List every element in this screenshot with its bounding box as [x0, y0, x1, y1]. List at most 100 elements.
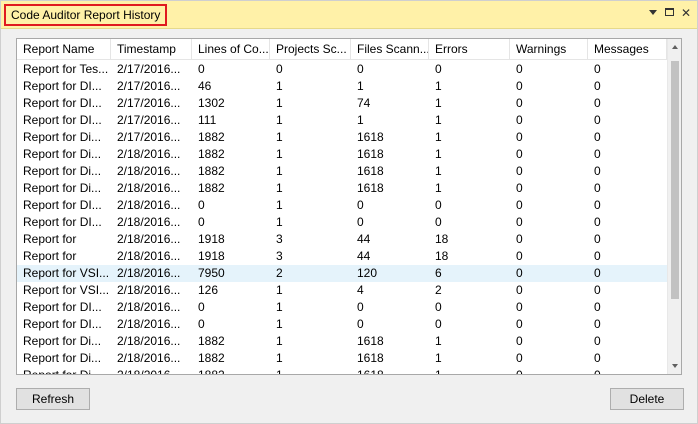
table-row[interactable]: Report for Tes... 2/17/2016... 0 0 0 0 0 0	[17, 61, 667, 78]
column-header[interactable]: Messages	[588, 39, 667, 60]
table-cell: 0	[594, 334, 601, 348]
table-cell: 18	[435, 232, 449, 246]
table-cell: 2/18/2016...	[117, 181, 181, 195]
table-cell: Report for DI...	[23, 300, 102, 314]
window-close-button[interactable]: ✕	[679, 6, 693, 20]
table-row[interactable]: Report for Di... 2/18/2016... 1882 1 1618 1 0 0	[17, 180, 667, 197]
table-cell: 1	[276, 351, 283, 365]
table-cell: Report for DI...	[23, 113, 102, 127]
table-row[interactable]: Report for DI... 2/17/2016... 46 1 1 1 0 0	[17, 78, 667, 95]
table-cell: 0	[516, 334, 523, 348]
scroll-down-button[interactable]	[668, 357, 681, 374]
table-cell: 1882	[198, 181, 225, 195]
table-row[interactable]: Report for Di... 2/18/2016... 1882 1 1618 1 0 0	[17, 367, 667, 375]
table-cell: 0	[516, 113, 523, 127]
table-row[interactable]: Report for Di... 2/18/2016... 1882 1 1618 1 0 0	[17, 350, 667, 367]
table-cell: 1	[276, 198, 283, 212]
window-maximize-button[interactable]	[662, 6, 676, 20]
table-cell: 1	[435, 147, 442, 161]
table-row[interactable]: Report for Di... 2/18/2016... 1882 1 1618 1 0 0	[17, 333, 667, 350]
table-cell: 1	[276, 79, 283, 93]
table-row[interactable]: Report for DI... 2/18/2016... 0 1 0 0 0 0	[17, 214, 667, 231]
table-cell: 1	[276, 130, 283, 144]
report-list[interactable]: Report Name Timestamp Lines of Co... Projec…	[16, 38, 682, 375]
table-cell: Report for Di...	[23, 334, 102, 348]
table-cell: 2/18/2016...	[117, 334, 181, 348]
table-cell: 2/17/2016...	[117, 96, 181, 110]
table-row[interactable]: Report for 2/18/2016... 1918 3 44 18 0 0	[17, 248, 667, 265]
table-row[interactable]: Report for DI... 2/17/2016... 1302 1 74 1 0 0	[17, 95, 667, 112]
refresh-button[interactable]: Refresh	[16, 388, 90, 410]
column-header[interactable]: Timestamp	[111, 39, 192, 60]
table-row[interactable]: Report for DI... 2/18/2016... 0 1 0 0 0 0	[17, 299, 667, 316]
table-cell: 0	[516, 198, 523, 212]
table-row[interactable]: Report for Di... 2/18/2016... 1882 1 1618 1 0 0	[17, 146, 667, 163]
table-cell: 0	[516, 232, 523, 246]
table-row[interactable]: Report for VSI... 2/18/2016... 126 1 4 2 0 0	[17, 282, 667, 299]
table-row[interactable]: Report for DI... 2/17/2016... 111 1 1 1 0 0	[17, 112, 667, 129]
maximize-icon	[664, 8, 674, 17]
triangle-down-icon	[649, 9, 657, 15]
table-cell: 1	[276, 334, 283, 348]
table-cell: 0	[594, 113, 601, 127]
delete-button[interactable]: Delete	[610, 388, 684, 410]
table-cell: 0	[198, 300, 205, 314]
table-row[interactable]: Report for Di... 2/18/2016... 1882 1 1618 1 0 0	[17, 163, 667, 180]
table-cell: 2/18/2016...	[117, 300, 181, 314]
table-cell: 1	[435, 351, 442, 365]
table-cell: 3	[276, 232, 283, 246]
table-cell: 1918	[198, 249, 225, 263]
table-cell: 0	[435, 300, 442, 314]
table-cell: 46	[198, 79, 212, 93]
table-cell: 1	[357, 113, 364, 127]
table-row[interactable]: Report for DI... 2/18/2016... 0 1 0 0 0 0	[17, 316, 667, 333]
table-cell: 2/18/2016...	[117, 351, 181, 365]
table-cell: 2/18/2016...	[117, 164, 181, 178]
table-cell: 1882	[198, 164, 225, 178]
table-cell: 1	[276, 96, 283, 110]
table-cell: Report for VSI...	[23, 283, 110, 297]
table-row[interactable]: Report for 2/18/2016... 1918 3 44 18 0 0	[17, 231, 667, 248]
table-cell: 2/18/2016...	[117, 283, 181, 297]
table-cell: 0	[357, 62, 364, 76]
table-cell: 0	[516, 300, 523, 314]
table-cell: 2/18/2016...	[117, 266, 181, 280]
table-cell: 3	[276, 249, 283, 263]
table-cell: 1	[276, 283, 283, 297]
table-row[interactable]: Report for DI... 2/18/2016... 0 1 0 0 0 0	[17, 197, 667, 214]
table-cell: 1	[276, 368, 283, 375]
table-cell: 1918	[198, 232, 225, 246]
scroll-up-button[interactable]	[668, 39, 681, 56]
table-cell: 111	[198, 113, 217, 127]
vertical-scrollbar[interactable]	[667, 39, 681, 374]
column-header[interactable]: Report Name	[17, 39, 111, 60]
table-row[interactable]: Report for VSI... 2/18/2016... 7950 2 120 6 0 0	[17, 265, 667, 282]
column-header[interactable]: Files Scann...	[351, 39, 429, 60]
window-dropdown-button[interactable]	[646, 6, 660, 20]
column-header[interactable]: Lines of Co...	[192, 39, 270, 60]
table-cell: 0	[594, 130, 601, 144]
table-cell: Report for Di...	[23, 368, 102, 375]
table-cell: Report for Di...	[23, 164, 102, 178]
table-cell: 0	[516, 215, 523, 229]
table-cell: 1618	[357, 334, 384, 348]
column-header[interactable]: Errors	[429, 39, 510, 60]
table-cell: Report for Di...	[23, 130, 102, 144]
scrollbar-thumb[interactable]	[671, 61, 679, 299]
column-header[interactable]: Warnings	[510, 39, 588, 60]
table-cell: 0	[516, 164, 523, 178]
table-cell: 0	[435, 198, 442, 212]
arrow-up-icon	[672, 45, 678, 49]
table-cell: 44	[357, 249, 371, 263]
column-header[interactable]: Projects Sc...	[270, 39, 351, 60]
table-cell: 0	[276, 62, 283, 76]
table-cell: Report for DI...	[23, 96, 102, 110]
table-cell: 1	[435, 96, 442, 110]
table-row[interactable]: Report for Di... 2/17/2016... 1882 1 1618 1 0 0	[17, 129, 667, 146]
table-cell: 0	[357, 317, 364, 331]
table-cell: 2/18/2016...	[117, 368, 181, 375]
table-cell: 2/18/2016...	[117, 215, 181, 229]
table-cell: 0	[516, 249, 523, 263]
table-cell: 0	[594, 198, 601, 212]
